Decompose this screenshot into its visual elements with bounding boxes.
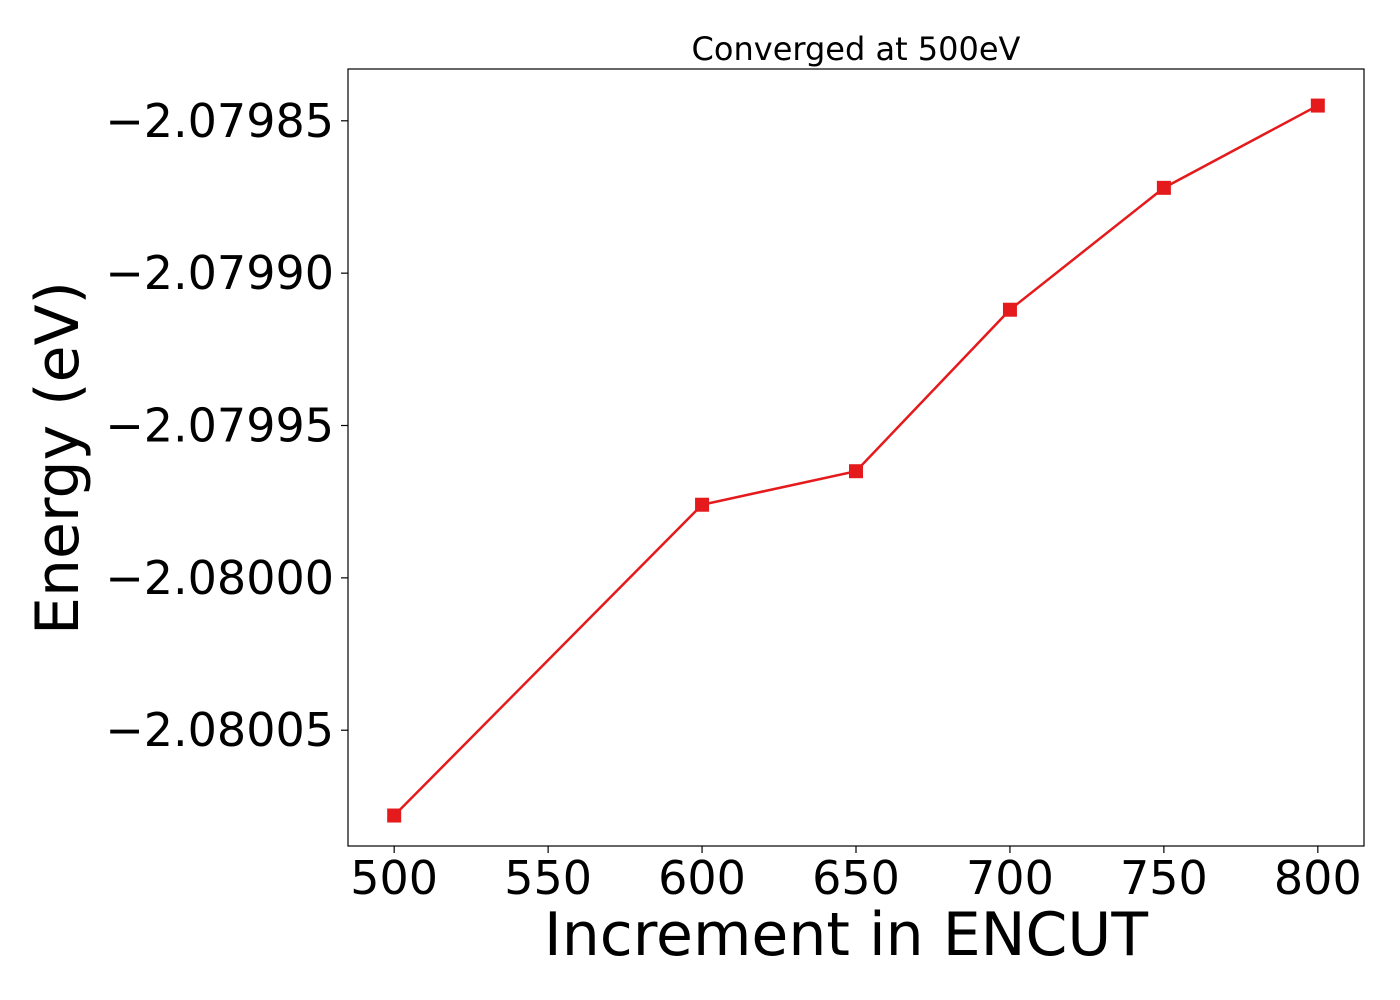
y-tick-label: −2.08000 [105, 551, 334, 605]
y-axis-ticks: −2.07985 −2.07990 −2.07995 −2.08000 −2.08005 [105, 94, 348, 757]
series-line [393, 104, 1319, 817]
y-tick-label: −2.07990 [105, 246, 334, 300]
data-point-marker [1002, 302, 1017, 317]
x-axis-title: Increment in ENCUT [544, 900, 1148, 970]
data-point-marker [695, 497, 710, 512]
x-axis-ticks: 500 550 600 650 700 750 800 [350, 846, 1362, 905]
y-tick-label: −2.08005 [105, 703, 334, 757]
x-tick-label: 650 [812, 851, 900, 905]
x-tick-label: 600 [658, 851, 746, 905]
y-tick-label: −2.07995 [105, 399, 334, 453]
x-tick-label: 800 [1274, 851, 1362, 905]
data-point-marker [387, 808, 402, 823]
x-tick-label: 750 [1120, 851, 1208, 905]
x-tick-label: 550 [504, 851, 592, 905]
x-tick-label: 500 [350, 851, 438, 905]
chart-title: Converged at 500eV [692, 30, 1021, 68]
plot-area-frame [347, 68, 1365, 847]
series-layer [387, 98, 1325, 823]
data-point-marker [849, 464, 863, 479]
y-axis-title: Energy (eV) [23, 281, 93, 635]
x-tick-label: 700 [966, 851, 1054, 905]
y-tick-label: −2.07985 [105, 94, 334, 148]
data-point-marker [1156, 180, 1171, 195]
data-point-marker [1310, 98, 1325, 113]
